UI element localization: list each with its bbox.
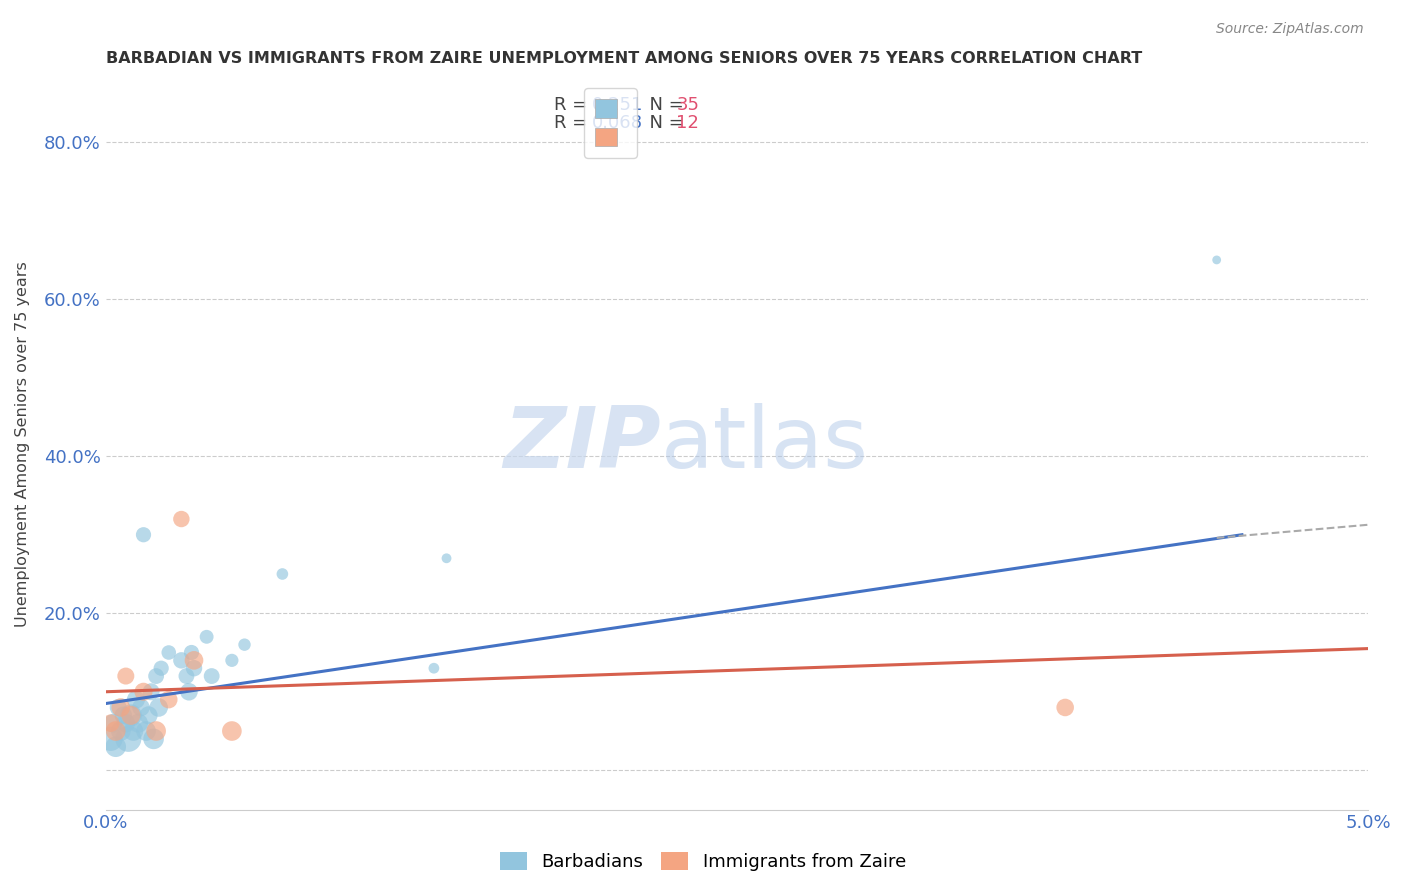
Text: 0.251: 0.251 xyxy=(592,96,643,114)
Text: atlas: atlas xyxy=(661,403,869,486)
Point xyxy=(170,512,193,526)
Point xyxy=(148,700,170,714)
Text: N =: N = xyxy=(638,96,690,114)
Text: 35: 35 xyxy=(676,96,699,114)
Text: R =: R = xyxy=(554,114,593,132)
Point xyxy=(104,724,127,739)
Point xyxy=(221,724,243,739)
Point xyxy=(107,700,129,714)
Point xyxy=(120,708,142,723)
Text: 12: 12 xyxy=(676,114,699,132)
Legend: Barbadians, Immigrants from Zaire: Barbadians, Immigrants from Zaire xyxy=(492,845,914,879)
Point xyxy=(1205,252,1227,267)
Point xyxy=(183,653,205,667)
Point xyxy=(157,646,180,660)
Text: ZIP: ZIP xyxy=(503,403,661,486)
Point xyxy=(183,661,205,675)
Point xyxy=(233,638,256,652)
Y-axis label: Unemployment Among Seniors over 75 years: Unemployment Among Seniors over 75 years xyxy=(15,261,30,627)
Point xyxy=(145,724,167,739)
Point xyxy=(110,724,132,739)
Point xyxy=(125,692,148,706)
Point xyxy=(145,669,167,683)
Point xyxy=(150,661,173,675)
Text: N =: N = xyxy=(638,114,690,132)
Point xyxy=(195,630,218,644)
Point xyxy=(103,716,125,731)
Text: 0.068: 0.068 xyxy=(592,114,643,132)
Point xyxy=(132,527,155,541)
Point xyxy=(122,724,145,739)
Point xyxy=(100,731,122,746)
Legend: , : , xyxy=(585,88,637,158)
Point xyxy=(177,685,200,699)
Point xyxy=(180,646,202,660)
Point xyxy=(114,716,136,731)
Point xyxy=(132,685,155,699)
Point xyxy=(176,669,198,683)
Point xyxy=(114,669,136,683)
Point xyxy=(142,731,165,746)
Point xyxy=(1054,700,1077,714)
Point xyxy=(436,551,458,566)
Point xyxy=(138,708,160,723)
Point xyxy=(110,700,132,714)
Text: BARBADIAN VS IMMIGRANTS FROM ZAIRE UNEMPLOYMENT AMONG SENIORS OVER 75 YEARS CORR: BARBADIAN VS IMMIGRANTS FROM ZAIRE UNEMP… xyxy=(105,51,1142,66)
Point xyxy=(221,653,243,667)
Point xyxy=(170,653,193,667)
Point xyxy=(201,669,224,683)
Point xyxy=(112,708,135,723)
Point xyxy=(423,661,446,675)
Point xyxy=(120,708,142,723)
Point xyxy=(139,685,162,699)
Point xyxy=(157,692,180,706)
Point xyxy=(127,716,149,731)
Text: R =: R = xyxy=(554,96,593,114)
Point xyxy=(129,700,152,714)
Point xyxy=(117,731,139,746)
Point xyxy=(104,739,127,754)
Point xyxy=(100,716,122,731)
Point xyxy=(135,724,157,739)
Text: Source: ZipAtlas.com: Source: ZipAtlas.com xyxy=(1216,22,1364,37)
Point xyxy=(271,566,294,581)
